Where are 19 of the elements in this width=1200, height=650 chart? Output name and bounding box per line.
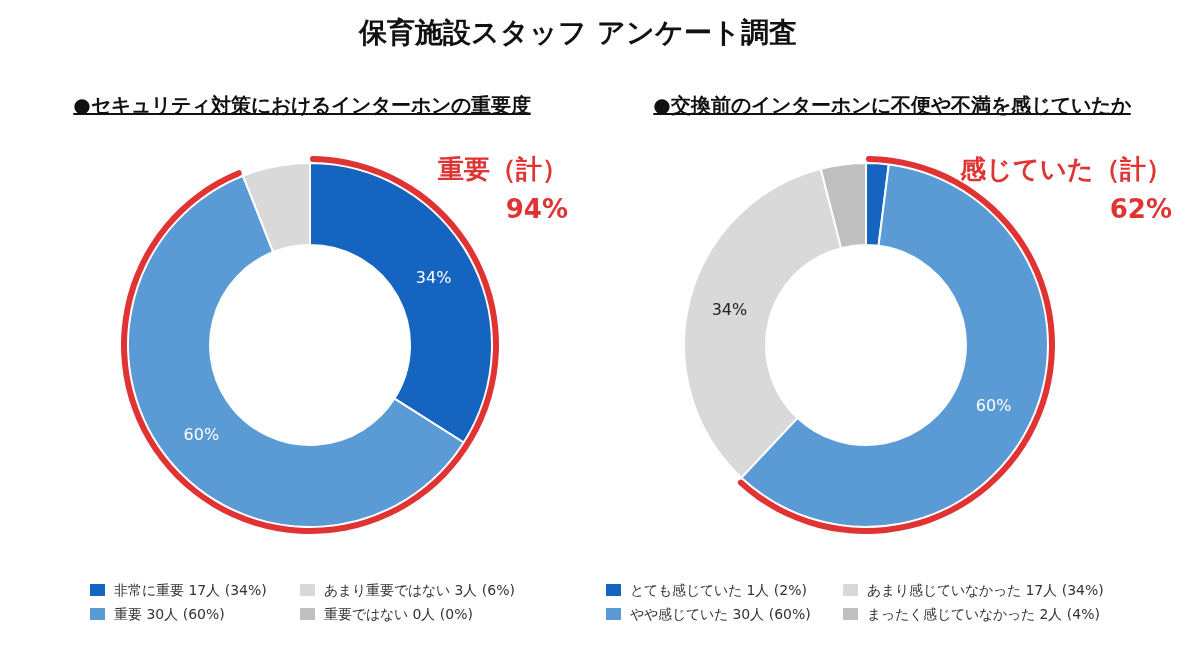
legend-label: 非常に重要 17人 (34%)	[114, 582, 267, 598]
text: 62%	[1109, 194, 1172, 224]
data-label: 34%	[415, 267, 452, 287]
chart-subtitle: ●交換前のインターホンに不便や不満を感じていたか	[653, 93, 1132, 117]
text: 94%	[505, 194, 568, 224]
legend-label: 重要 30人 (60%)	[114, 606, 225, 622]
chart-subtitle: ●セキュリティ対策におけるインターホンの重要度	[73, 93, 531, 117]
legend-label: あまり感じていなかった 17人 (34%)	[867, 582, 1104, 598]
legend-label: 重要ではない 0人 (0%)	[324, 606, 473, 622]
legend-label: やや感じていた 30人 (60%)	[630, 606, 811, 622]
text: 感じていた（計）	[959, 154, 1172, 184]
legend-label: まったく感じていなかった 2人 (4%)	[867, 606, 1100, 622]
data-label: 34%	[711, 300, 748, 320]
text: 重要（計）	[437, 154, 568, 184]
legend-label: とても感じていた 1人 (2%)	[630, 582, 807, 598]
data-label: 60%	[975, 395, 1012, 415]
data-label: 60%	[183, 425, 220, 445]
text: 保育施設スタッフ アンケート調査	[358, 16, 797, 49]
legend-label: あまり重要ではない 3人 (6%)	[324, 582, 515, 598]
